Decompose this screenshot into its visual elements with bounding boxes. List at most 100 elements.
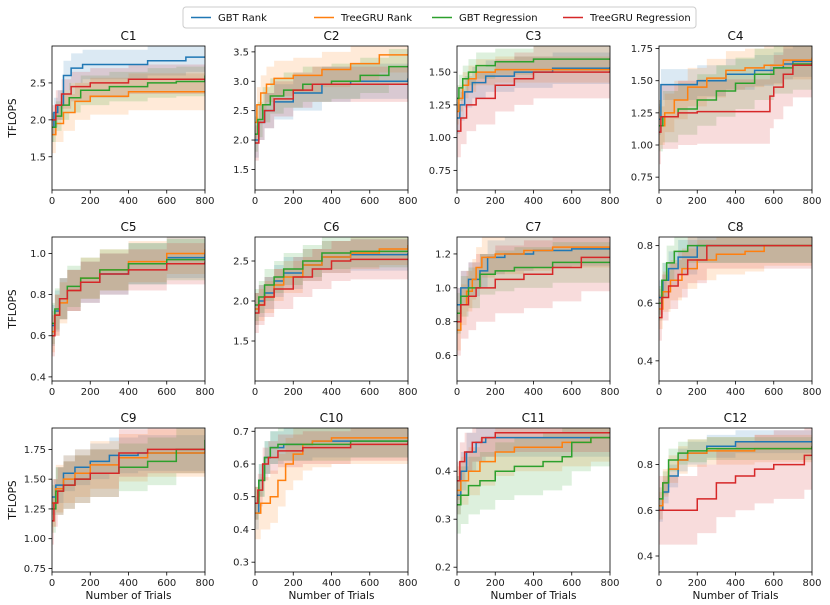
panel-title: C7 bbox=[525, 220, 541, 234]
panel-c12: 0 200 400 600 800 0.4 0.6 0.8 C12 Number of Trial… bbox=[637, 411, 821, 602]
panel-c8: 0 200 400 600 800 0.4 0.6 0.8 C8 bbox=[637, 220, 821, 398]
x-tick-label: 0 bbox=[656, 196, 662, 207]
panel-c1: 0 200 400 600 800 1.5 2.0 2.5 C1 TFLOPS bbox=[7, 29, 215, 207]
y-tick-label: 1.75 bbox=[631, 44, 653, 55]
series-line-treegru-regression bbox=[255, 441, 408, 505]
y-tick-label: 0.4 bbox=[233, 525, 249, 536]
y-tick-label: 1.50 bbox=[429, 68, 451, 79]
y-tick-label: 0.4 bbox=[435, 467, 451, 478]
panel-c9: 0 200 400 600 800 0.75 1.00 1.25 1.50 1.75 C9 TFLOP… bbox=[7, 411, 215, 602]
series-line-treegru-rank bbox=[255, 437, 408, 514]
series-line-treegru-rank bbox=[255, 54, 408, 124]
panel-c11: 0 200 400 600 800 0.2 0.3 0.4 C11 Number of Trial… bbox=[435, 411, 619, 602]
band-treegru-rank bbox=[659, 432, 812, 520]
band-treegru-regression bbox=[659, 428, 812, 545]
x-axis-label: Number of Trials bbox=[491, 590, 577, 602]
panel-title: C8 bbox=[727, 220, 743, 234]
y-tick-label: 2.5 bbox=[233, 257, 249, 268]
panel-c4: 0 200 400 600 800 0.75 1.00 1.25 1.50 1.75 C4 bbox=[631, 29, 822, 207]
x-tick-label: 200 bbox=[688, 196, 707, 207]
x-tick-label: 800 bbox=[398, 578, 417, 589]
series-line-gbt-regression bbox=[457, 58, 610, 100]
y-tick-label: 1.2 bbox=[435, 249, 451, 260]
x-tick-label: 800 bbox=[195, 387, 214, 398]
series-line-treegru-regression bbox=[255, 258, 408, 314]
y-tick-label: 0.4 bbox=[637, 552, 653, 563]
x-tick-label: 0 bbox=[252, 387, 258, 398]
legend-label-3: TreeGRU Regression bbox=[589, 13, 691, 24]
x-tick-label: 0 bbox=[49, 196, 55, 207]
x-axis-label: Number of Trials bbox=[86, 590, 172, 602]
band-gbt-regression bbox=[457, 242, 610, 334]
y-tick-label: 0.75 bbox=[24, 564, 46, 575]
y-tick-label: 1.25 bbox=[429, 100, 451, 111]
series-line-treegru-regression bbox=[659, 244, 812, 319]
legend-label-1: TreeGRU Rank bbox=[340, 13, 412, 24]
plot-content bbox=[52, 428, 205, 545]
x-tick-label: 400 bbox=[119, 578, 138, 589]
x-tick-label: 600 bbox=[157, 387, 176, 398]
x-tick-label: 200 bbox=[284, 578, 303, 589]
series-line-treegru-regression bbox=[255, 83, 408, 144]
y-axis-label: TFLOPS bbox=[7, 98, 19, 139]
plot-area bbox=[255, 428, 408, 572]
plot-content bbox=[255, 237, 408, 333]
x-tick-label: 800 bbox=[802, 196, 821, 207]
band-gbt-regression bbox=[255, 237, 408, 321]
x-tick-label: 600 bbox=[360, 387, 379, 398]
y-tick-label: 0.2 bbox=[435, 563, 451, 574]
panel-title: C2 bbox=[323, 29, 339, 43]
band-treegru-rank bbox=[52, 73, 205, 154]
y-tick-label: 1.25 bbox=[631, 108, 653, 119]
plot-content bbox=[659, 428, 812, 545]
x-tick-label: 200 bbox=[81, 578, 100, 589]
y-tick-label: 1.00 bbox=[429, 133, 451, 144]
plot-content bbox=[255, 46, 408, 161]
panel-title: C10 bbox=[320, 411, 344, 425]
y-tick-label: 1.00 bbox=[631, 141, 653, 152]
y-tick-label: 0.6 bbox=[233, 460, 249, 471]
y-tick-label: 1.00 bbox=[24, 534, 46, 545]
plot-content bbox=[457, 428, 610, 534]
plot-content bbox=[52, 237, 205, 357]
plot-area bbox=[659, 237, 812, 381]
y-tick-label: 0.6 bbox=[30, 331, 46, 342]
band-gbt-rank bbox=[52, 433, 205, 515]
panel-c3: 0 200 400 600 800 0.75 1.00 1.25 1.50 C3 bbox=[429, 29, 620, 207]
series-line-treegru-regression bbox=[457, 432, 610, 482]
x-tick-label: 600 bbox=[157, 578, 176, 589]
x-tick-label: 800 bbox=[398, 387, 417, 398]
y-tick-label: 0.6 bbox=[435, 351, 451, 362]
x-tick-label: 600 bbox=[562, 578, 581, 589]
series-line-gbt-rank bbox=[659, 60, 812, 121]
x-tick-label: 800 bbox=[195, 196, 214, 207]
y-tick-label: 2.0 bbox=[30, 115, 46, 126]
series-line-gbt-regression bbox=[457, 261, 610, 314]
x-tick-label: 200 bbox=[81, 387, 100, 398]
x-tick-label: 200 bbox=[284, 196, 303, 207]
x-tick-label: 800 bbox=[398, 196, 417, 207]
y-tick-label: 3.5 bbox=[233, 47, 249, 58]
x-tick-label: 400 bbox=[726, 387, 745, 398]
plot-content bbox=[52, 46, 205, 154]
series-line-treegru-regression bbox=[52, 261, 205, 337]
band-treegru-regression bbox=[457, 237, 610, 356]
y-tick-label: 0.8 bbox=[637, 460, 653, 471]
series-line-treegru-regression bbox=[52, 448, 205, 522]
x-tick-label: 0 bbox=[49, 578, 55, 589]
x-tick-label: 800 bbox=[195, 578, 214, 589]
x-tick-label: 800 bbox=[600, 196, 619, 207]
band-treegru-regression bbox=[659, 46, 812, 165]
series-line-gbt-regression bbox=[457, 436, 610, 506]
x-tick-label: 800 bbox=[802, 578, 821, 589]
series-line-treegru-regression bbox=[659, 62, 812, 133]
x-tick-label: 0 bbox=[454, 578, 460, 589]
x-tick-label: 600 bbox=[562, 196, 581, 207]
panel-title: C9 bbox=[120, 411, 136, 425]
x-tick-label: 0 bbox=[252, 578, 258, 589]
y-tick-label: 2.5 bbox=[233, 106, 249, 117]
x-tick-label: 0 bbox=[454, 387, 460, 398]
y-tick-label: 1.5 bbox=[30, 152, 46, 163]
band-treegru-regression bbox=[255, 239, 408, 333]
plot-content bbox=[659, 46, 812, 165]
